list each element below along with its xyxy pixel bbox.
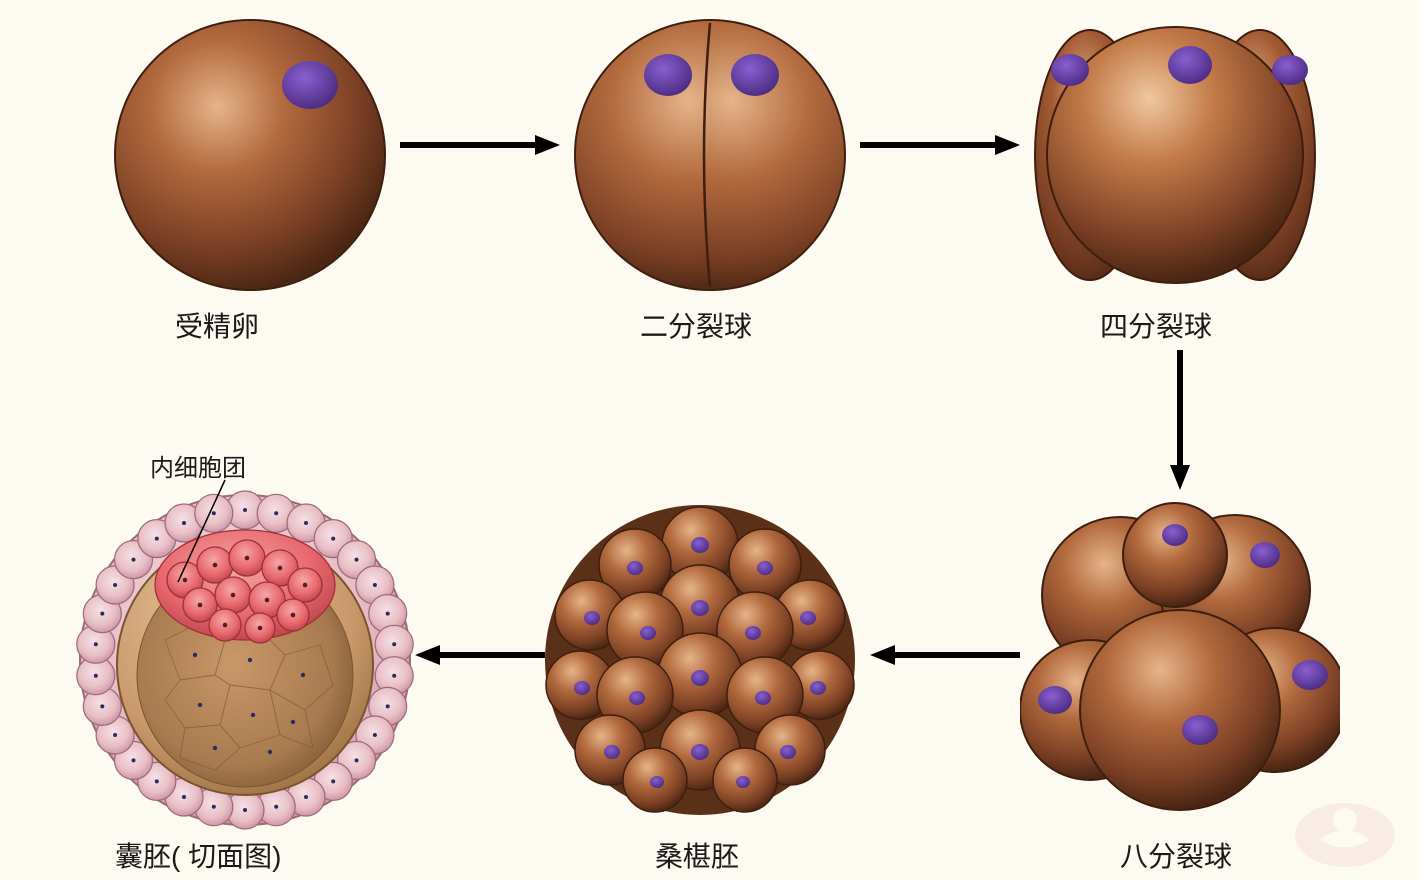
arrow-5 [415,640,545,670]
arrow-3 [1165,350,1195,490]
label-zygote: 受精卵 [175,305,259,345]
arrow-1 [400,130,560,160]
stage-zygote [110,15,390,295]
callout-inner-cell-mass: 内细胞团 [150,448,246,483]
stage-blastocyst: {"n":30,"R":150,"r":19,"cx":170,"cy":170… [75,490,415,830]
label-morula: 桑椹胚 [655,835,739,875]
watermark [1290,790,1400,870]
stage-eight-cell [1020,500,1340,820]
stage-morula [540,500,860,820]
arrow-2 [860,130,1020,160]
stage-two-cell [570,15,850,295]
label-blastocyst: 囊胚( 切面图) [115,835,281,875]
stage-four-cell [1030,15,1320,295]
label-two-cell: 二分裂球 [640,305,752,345]
label-eight-cell: 八分裂球 [1120,835,1232,875]
label-four-cell: 四分裂球 [1100,305,1212,345]
arrow-4 [870,640,1020,670]
